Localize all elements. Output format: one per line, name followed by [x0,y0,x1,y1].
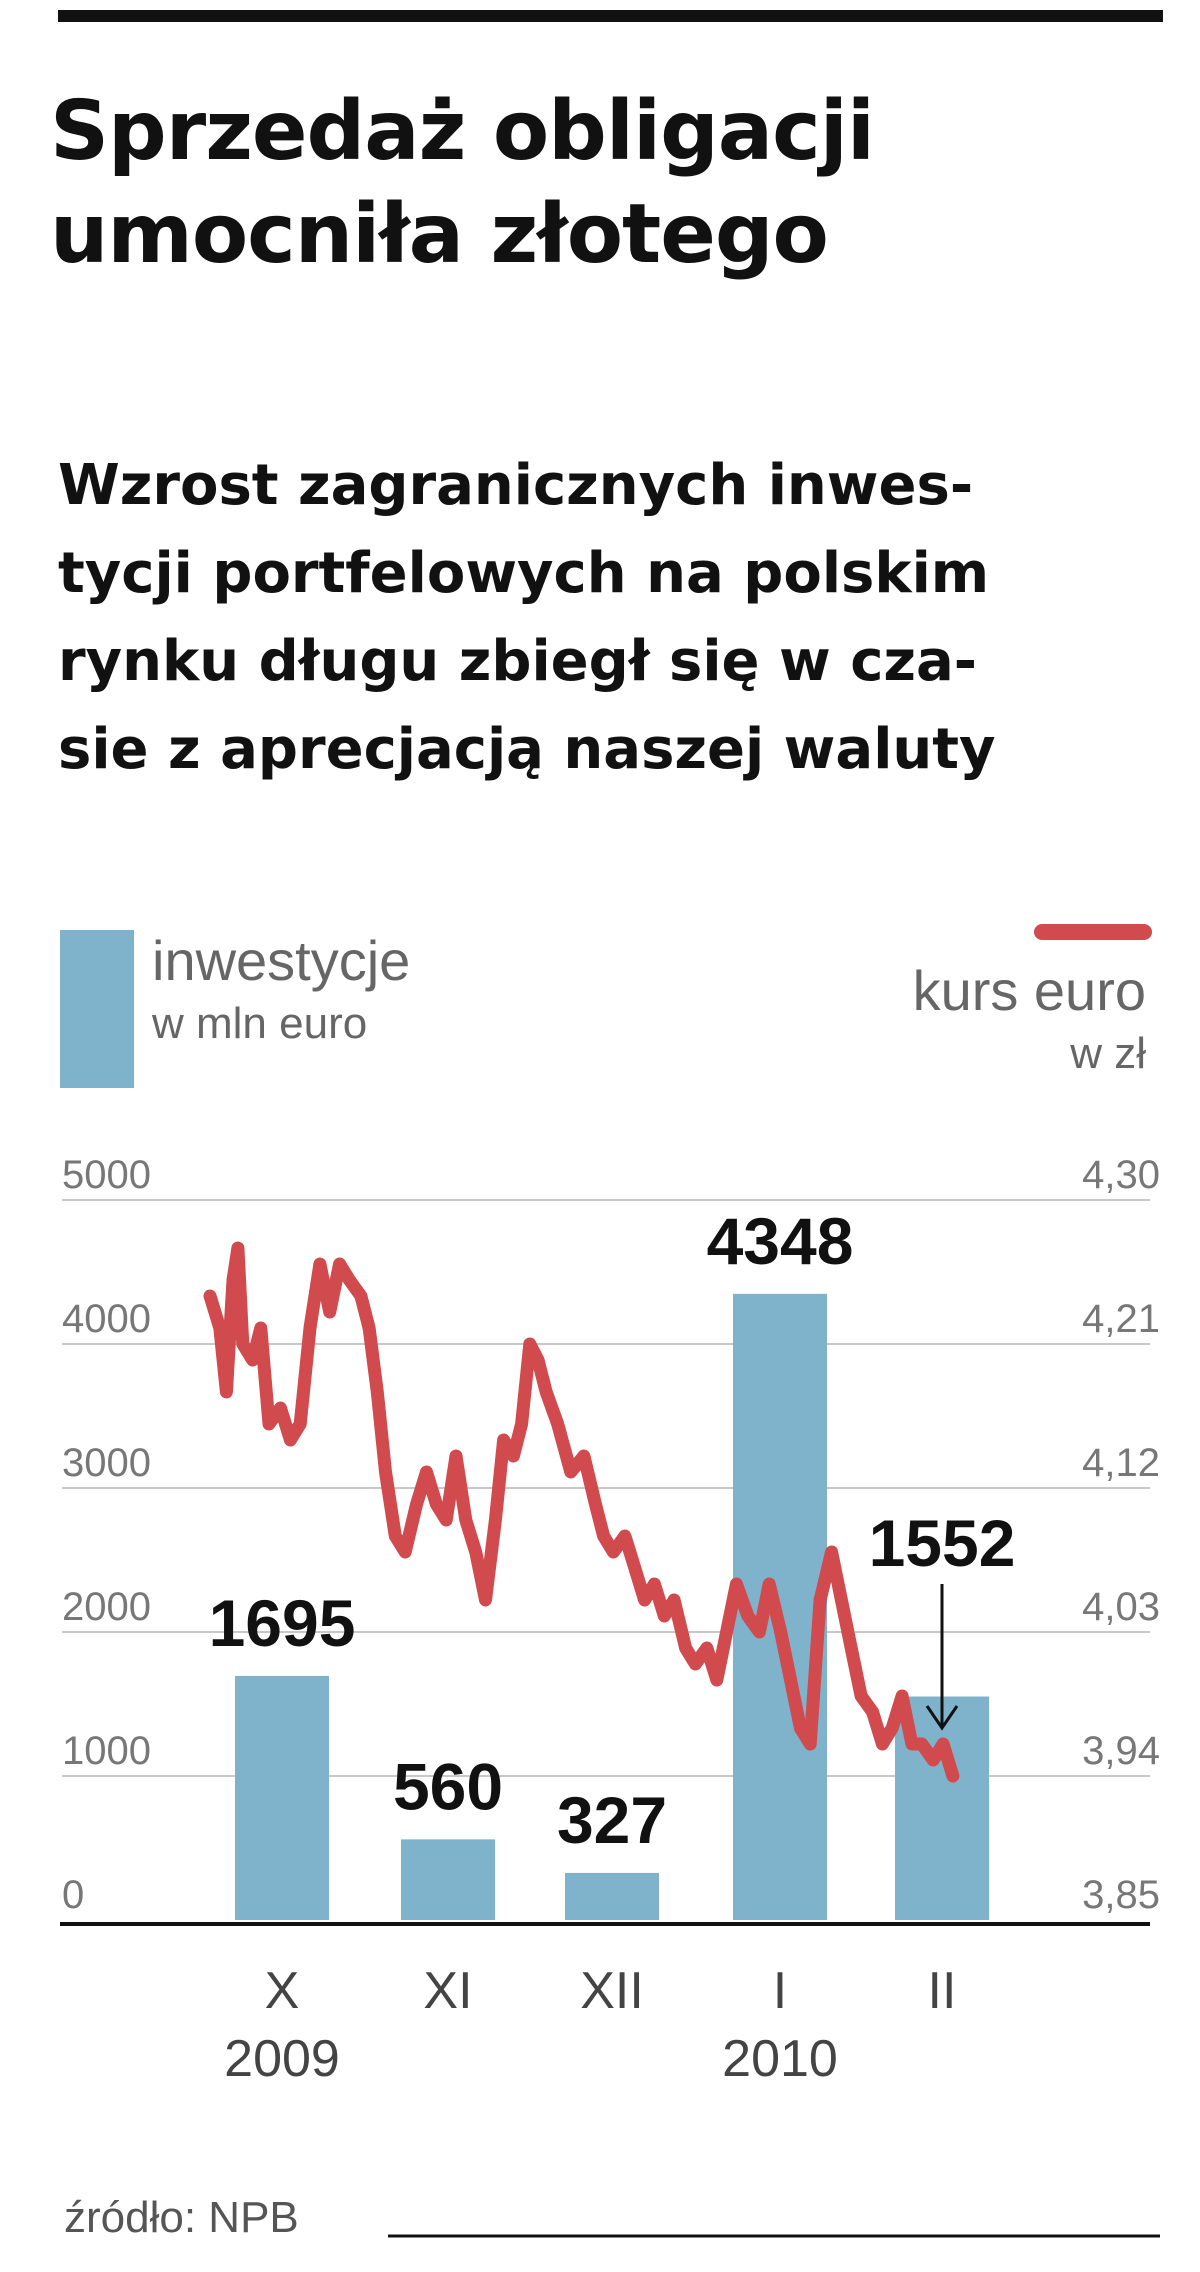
category-year-label: 2010 [722,2030,838,2088]
right-tick-label: 3,85 [1082,1873,1160,1917]
left-tick-label: 5000 [62,1153,151,1197]
left-tick-label: 0 [62,1873,84,1917]
left-tick-label: 4000 [62,1297,151,1341]
right-tick-label: 4,03 [1082,1585,1160,1629]
category-month-label: X [265,1962,300,2020]
gridlines [62,1199,1150,1777]
line-series [203,1241,960,1783]
bar-value-label: 1695 [209,1586,356,1660]
category-month-label: XI [423,1962,472,2020]
category-month-label: I [773,1962,787,2020]
legend-line-label-1: kurs euro [913,959,1146,1022]
subtitle-line-4: sie z aprecjacją naszej waluty [58,717,996,782]
category-month-label: XII [580,1962,644,2020]
data-labels: 1695 560 327 4348 1552 [209,1204,1016,1857]
bar [235,1675,329,1920]
bar-value-label: 1552 [869,1506,1016,1580]
category-axis: X 2009 XI XII I 2010 II [224,1962,956,2088]
source-label: źródło: NPB [64,2193,299,2242]
legend-bar-swatch [60,930,134,1088]
bar-value-label: 560 [393,1749,503,1823]
bar-value-label: 327 [557,1783,667,1857]
right-tick-label: 4,21 [1082,1297,1160,1341]
top-rule [58,10,1163,22]
annotation-arrow-head [925,1705,959,1731]
bar [401,1839,495,1920]
source-line: źródło: NPB [64,2193,1160,2242]
left-tick-label: 3000 [62,1441,151,1485]
legend-line-label-2: w zł [1069,1029,1146,1078]
chart-svg: inwestycje w mln euro kurs euro w zł 0 1000 2… [60,924,1160,2242]
left-tick-label: 2000 [62,1585,151,1629]
subtitle-line-2: tycji portfelowych na polskim [58,541,990,606]
legend-bars-label-1: inwestycje [152,929,410,992]
title-line-1: Sprzedaż obligacji [50,84,875,179]
left-tick-label: 1000 [62,1729,151,1773]
chart-subtitle: Wzrost zagranicznych inwes- tycji portfe… [58,442,1168,794]
right-tick-label: 3,94 [1082,1729,1160,1773]
left-axis: 0 1000 2000 3000 4000 5000 [62,1153,151,1917]
chart-title: Sprzedaż obligacji umocniła złotego [50,80,1160,286]
right-tick-label: 4,30 [1082,1153,1160,1197]
annotation [925,1584,959,1731]
subtitle-line-3: rynku długu zbiegł się w cza- [58,629,978,694]
bar [565,1872,659,1920]
right-axis: 3,85 3,94 4,03 4,12 4,21 4,30 [1082,1153,1160,1917]
legend: inwestycje w mln euro kurs euro w zł [60,924,1152,1088]
category-month-label: II [928,1962,957,2020]
title-line-2: umocniła złotego [50,187,829,282]
bar-value-label: 4348 [707,1204,854,1278]
euro-rate-line [203,1241,960,1783]
right-tick-label: 4,12 [1082,1441,1160,1485]
subtitle-line-1: Wzrost zagranicznych inwes- [58,453,974,518]
category-year-label: 2009 [224,2030,340,2088]
legend-bars-label-2: w mln euro [151,999,367,1048]
